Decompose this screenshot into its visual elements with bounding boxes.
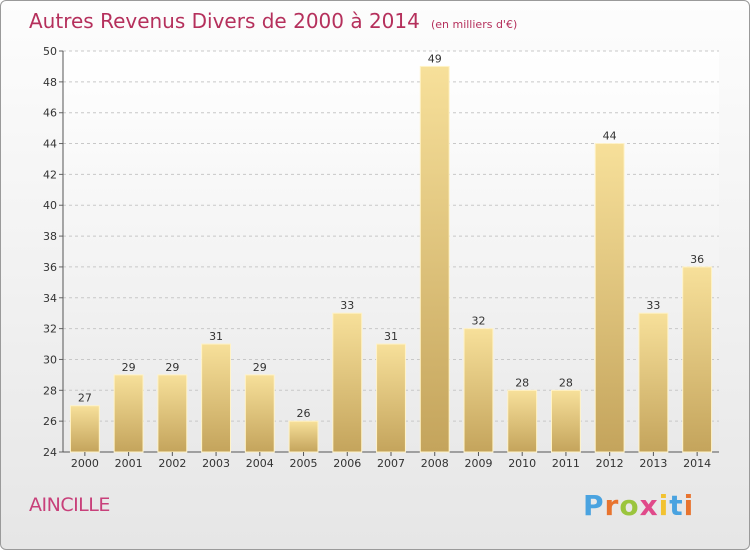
bar: [157, 374, 188, 453]
y-tick-label: 50: [43, 45, 57, 58]
bar-value-label: 36: [690, 253, 704, 266]
bar-value-label: 28: [515, 376, 529, 389]
bar: [682, 266, 713, 453]
bar-value-label: 49: [428, 52, 442, 65]
x-tick-label: 2011: [552, 457, 580, 470]
bar: [594, 143, 625, 453]
bar: [69, 405, 100, 453]
x-tick-label: 2013: [639, 457, 667, 470]
bar-value-label: 33: [646, 299, 660, 312]
x-tick-label: 2006: [333, 457, 361, 470]
x-tick-label: 2001: [115, 457, 143, 470]
bar-value-label: 27: [78, 392, 92, 405]
chart-subtitle: (en milliers d'€): [430, 18, 518, 31]
bar: [201, 343, 231, 453]
brand-letter: i: [683, 489, 695, 522]
location-label: AINCILLE: [29, 494, 110, 516]
bar-value-label: 31: [384, 330, 398, 343]
bar-value-label: 29: [165, 361, 179, 374]
y-tick-label: 48: [43, 76, 57, 89]
y-tick-label: 34: [43, 292, 57, 305]
bar-value-label: 26: [297, 407, 311, 420]
y-tick-label: 30: [43, 353, 57, 366]
x-tick-label: 2012: [596, 457, 624, 470]
bar: [551, 389, 581, 453]
y-tick-label: 40: [43, 199, 57, 212]
bar-value-label: 44: [603, 130, 617, 143]
proxiti-logo: Proxiti: [583, 489, 694, 522]
x-tick-label: 2010: [508, 457, 536, 470]
bar: [376, 343, 406, 453]
bar: [419, 65, 450, 453]
y-tick-label: 42: [43, 168, 57, 181]
brand-letter: o: [619, 489, 640, 522]
x-tick-label: 2007: [377, 457, 405, 470]
y-tick-label: 44: [43, 138, 57, 151]
x-tick-label: 2004: [246, 457, 274, 470]
bar: [113, 374, 144, 453]
bar: [332, 312, 363, 453]
bar: [244, 374, 275, 453]
chart-title: Autres Revenus Divers de 2000 à 2014: [29, 9, 420, 33]
y-tick-label: 26: [43, 415, 57, 428]
bar: [463, 328, 494, 453]
bar-value-label: 29: [122, 361, 136, 374]
bar-value-label: 31: [209, 330, 223, 343]
x-tick-label: 2008: [421, 457, 449, 470]
y-tick-label: 38: [43, 230, 57, 243]
y-tick-label: 36: [43, 261, 57, 274]
brand-letter: P: [583, 489, 605, 522]
bar-value-label: 33: [340, 299, 354, 312]
bar: [288, 420, 319, 453]
x-tick-label: 2009: [464, 457, 492, 470]
brand-letter: r: [604, 489, 620, 522]
brand-letter: x: [639, 489, 659, 522]
chart-title-row: Autres Revenus Divers de 2000 à 2014 (en…: [29, 9, 517, 33]
x-tick-label: 2014: [683, 457, 711, 470]
y-tick-label: 24: [43, 446, 57, 459]
y-tick-label: 46: [43, 107, 57, 120]
bar: [638, 312, 669, 453]
bar-value-label: 29: [253, 361, 267, 374]
bar-value-label: 32: [471, 315, 485, 328]
bar-value-label: 28: [559, 376, 573, 389]
bar: [507, 389, 538, 453]
brand-letter: i: [658, 489, 670, 522]
y-tick-label: 28: [43, 384, 57, 397]
x-tick-label: 2003: [202, 457, 230, 470]
y-tick-label: 32: [43, 323, 57, 336]
x-tick-label: 2002: [158, 457, 186, 470]
x-tick-label: 2000: [71, 457, 99, 470]
x-tick-label: 2005: [290, 457, 318, 470]
brand-letter: t: [669, 489, 684, 522]
